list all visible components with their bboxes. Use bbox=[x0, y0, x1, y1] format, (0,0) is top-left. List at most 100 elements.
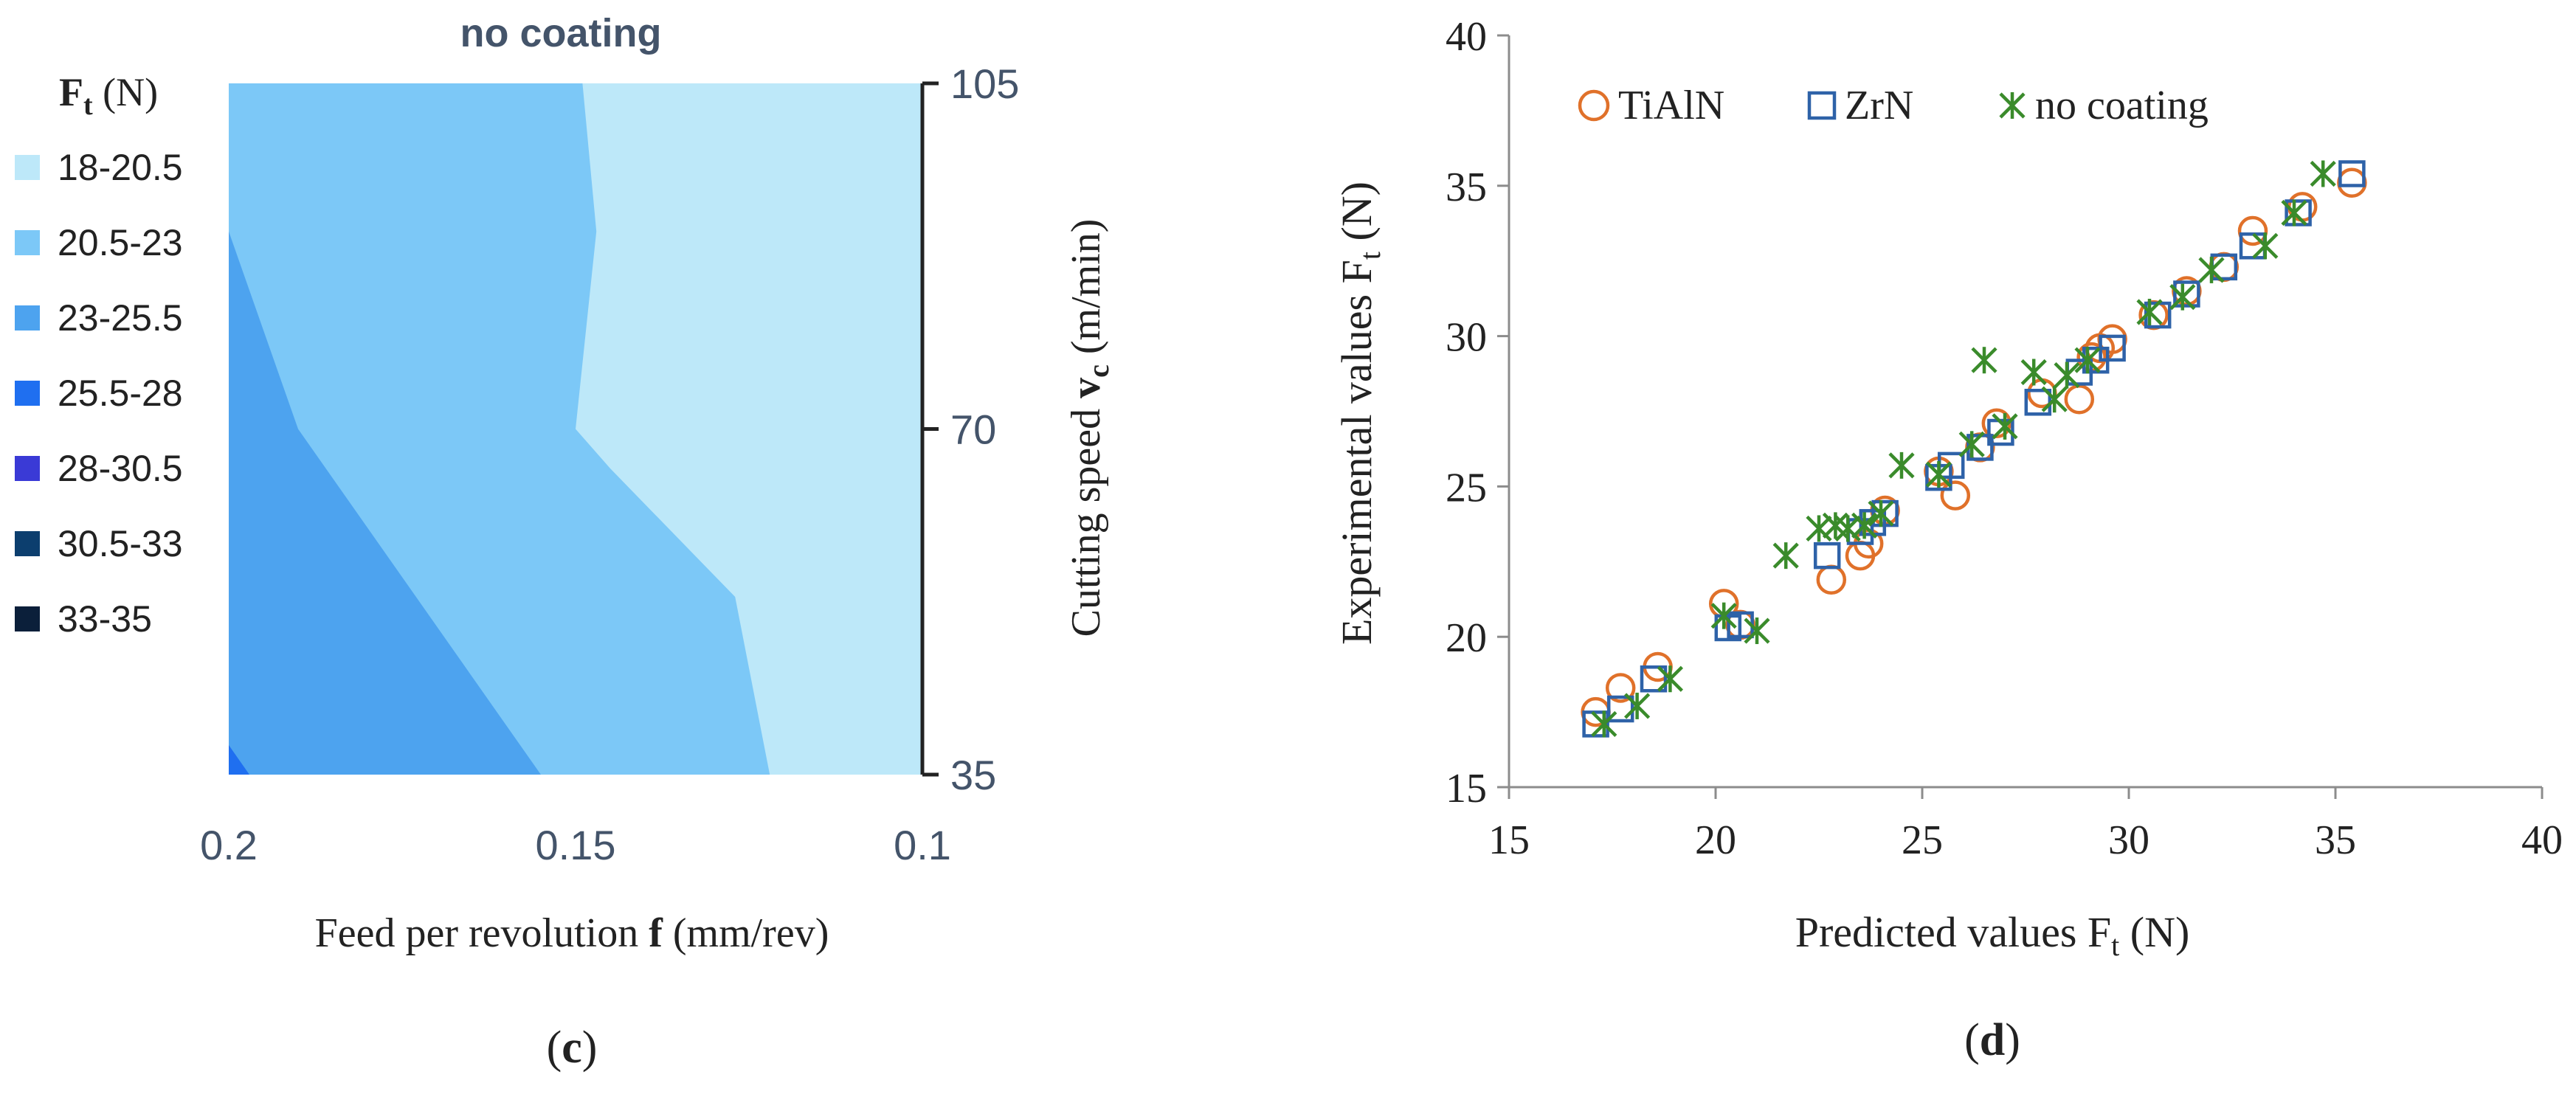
scatter-x-tick-label-15: 15 bbox=[1488, 817, 1530, 863]
panel-c-title: no coating bbox=[460, 11, 662, 55]
contour-band-25.5-28 bbox=[229, 745, 249, 775]
scatter-y-tick-label-40: 40 bbox=[1446, 14, 1487, 60]
scatter-legend: TiAlN ZrN no coating bbox=[1578, 83, 2209, 128]
point-no-coating-13 bbox=[1958, 431, 1985, 458]
legend-label-tiain: TiAlN bbox=[1618, 83, 1724, 128]
y-tick-label-70: 70 bbox=[950, 406, 996, 453]
point-no-coating-1 bbox=[1624, 692, 1651, 719]
scatter-points bbox=[1581, 160, 2367, 738]
point-no-coating-4 bbox=[1744, 617, 1770, 645]
point-zrn-20 bbox=[2239, 232, 2267, 260]
scatter-x-tick-label-25: 25 bbox=[1902, 817, 1943, 863]
point-no-coating-17 bbox=[2041, 386, 2068, 413]
series-zrn bbox=[1582, 160, 2366, 738]
contour-band-23-25.5 bbox=[229, 83, 541, 775]
right-axis: 35 70 105 Cutting speed vc (m/min) bbox=[920, 60, 1115, 798]
legend-label-18-20.5: 18-20.5 bbox=[58, 147, 183, 188]
point-no-coating-0 bbox=[1591, 710, 1617, 738]
point-no-coating-5 bbox=[1772, 542, 1799, 570]
legend-label-30.5-33: 30.5-33 bbox=[58, 523, 183, 564]
legend-swatch-23-25.5 bbox=[15, 305, 40, 331]
legend-marker-no-coating bbox=[1999, 92, 2026, 119]
point-no-coating-23 bbox=[2252, 232, 2279, 260]
legend-label-no-coating: no coating bbox=[2035, 83, 2209, 128]
panel-d-label: (d) bbox=[1964, 1015, 2020, 1065]
panel-d: 15 20 25 30 35 40 15 20 25 30 35 40 Predicted valu… bbox=[1333, 14, 2563, 1065]
legend-title: Ft (N) bbox=[59, 70, 158, 121]
point-no-coating-18 bbox=[2054, 361, 2080, 389]
point-tialn-23 bbox=[2337, 167, 2367, 198]
legend-label-23-25.5: 23-25.5 bbox=[58, 297, 183, 339]
legend-swatch-25.5-28 bbox=[15, 381, 40, 406]
contour-legend: Ft (N) 18-20.5 20.5-23 23-25.5 25.5-28 28-30… bbox=[15, 70, 183, 640]
point-zrn-18 bbox=[2173, 280, 2200, 308]
point-no-coating-24 bbox=[2281, 199, 2307, 226]
legend-label-33-35: 33-35 bbox=[58, 598, 152, 640]
point-no-coating-2 bbox=[1657, 665, 1683, 693]
point-zrn-16 bbox=[2099, 334, 2126, 362]
scatter-y-tick-label-30: 30 bbox=[1446, 315, 1487, 361]
legend-label-28-30.5: 28-30.5 bbox=[58, 448, 183, 489]
legend-entries: 18-20.5 20.5-23 23-25.5 25.5-28 28-30.5 30.5-… bbox=[15, 147, 183, 640]
y-tick-label-35: 35 bbox=[950, 752, 996, 798]
x-tick-label-0.1: 0.1 bbox=[894, 822, 951, 868]
scatter-x-ticks: 15 20 25 30 35 40 bbox=[1488, 787, 2563, 863]
point-no-coating-16 bbox=[2020, 359, 2047, 386]
legend-asterisk bbox=[1999, 92, 2026, 119]
legend-label-zrn: ZrN bbox=[1845, 83, 1913, 128]
point-no-coating-10 bbox=[1868, 500, 1894, 527]
series-no-coating bbox=[1591, 160, 2336, 738]
point-no-coating-3 bbox=[1710, 602, 1737, 629]
scatter-x-tick-label-20: 20 bbox=[1695, 817, 1736, 863]
point-no-coating-11 bbox=[1888, 451, 1915, 479]
scatter-axes bbox=[1508, 35, 2542, 789]
point-zrn-0 bbox=[1582, 710, 1609, 738]
y-axis-label: Cutting speed vc (m/min) bbox=[1063, 219, 1115, 637]
x-axis-label: Feed per revolution f (mm/rev) bbox=[315, 910, 829, 956]
point-tialn-10 bbox=[1940, 480, 1971, 511]
point-zrn-5 bbox=[1813, 541, 1841, 570]
panel-c-label: (c) bbox=[547, 1022, 598, 1073]
point-zrn-22 bbox=[2338, 160, 2366, 187]
scatter-x-label: Predicted values Ft (N) bbox=[1795, 908, 2190, 962]
point-zrn-2 bbox=[1640, 665, 1668, 693]
legend-marker-zrn bbox=[1807, 91, 1837, 120]
point-no-coating-9 bbox=[1851, 512, 1878, 539]
point-no-coating-15 bbox=[1992, 412, 2018, 440]
scatter-y-ticks: 15 20 25 30 35 40 bbox=[1446, 14, 1509, 811]
point-zrn-8 bbox=[1871, 499, 1899, 527]
point-no-coating-21 bbox=[2169, 283, 2196, 311]
panel-c: no coating Ft (N) 18-20.5 20.5-23 23-25.5 2… bbox=[15, 11, 1115, 1073]
scatter-x-tick-label-35: 35 bbox=[2315, 817, 2356, 863]
y-ticks: 35 70 105 bbox=[922, 60, 1019, 798]
point-no-coating-14 bbox=[1971, 347, 1997, 374]
scatter-y-label: Experimental values Ft (N) bbox=[1333, 181, 1387, 645]
x-tick-label-0.15: 0.15 bbox=[536, 822, 616, 868]
scatter-y-tick-label-35: 35 bbox=[1446, 165, 1487, 210]
contour-plot-area bbox=[229, 83, 922, 775]
scatter-y-tick-label-25: 25 bbox=[1446, 465, 1487, 511]
scatter-y-tick-label-20: 20 bbox=[1446, 615, 1487, 661]
point-no-coating-12 bbox=[1925, 461, 1952, 488]
point-no-coating-25 bbox=[2310, 160, 2336, 187]
legend-swatch-33-35 bbox=[15, 606, 40, 631]
point-tialn-5 bbox=[1816, 564, 1847, 595]
point-no-coating-20 bbox=[2136, 298, 2163, 325]
x-ticks: 0.2 0.15 0.1 bbox=[200, 822, 951, 868]
legend-swatch-28-30.5 bbox=[15, 456, 40, 481]
scatter-x-tick-label-30: 30 bbox=[2108, 817, 2149, 863]
legend-swatch-20.5-23 bbox=[15, 230, 40, 255]
point-no-coating-22 bbox=[2198, 256, 2225, 283]
point-tialn-1 bbox=[1605, 673, 1636, 703]
legend-swatch-18-20.5 bbox=[15, 155, 40, 180]
legend-label-25.5-28: 25.5-28 bbox=[58, 373, 183, 414]
y-tick-label-105: 105 bbox=[950, 60, 1019, 107]
legend-swatch-30.5-33 bbox=[15, 531, 40, 556]
scatter-x-tick-label-40: 40 bbox=[2521, 817, 2563, 863]
legend-marker-tiain bbox=[1578, 89, 1610, 122]
scatter-y-tick-label-15: 15 bbox=[1446, 766, 1487, 811]
point-tialn-21 bbox=[2237, 215, 2268, 246]
point-no-coating-19 bbox=[2074, 347, 2101, 374]
point-zrn-21 bbox=[2285, 199, 2312, 226]
